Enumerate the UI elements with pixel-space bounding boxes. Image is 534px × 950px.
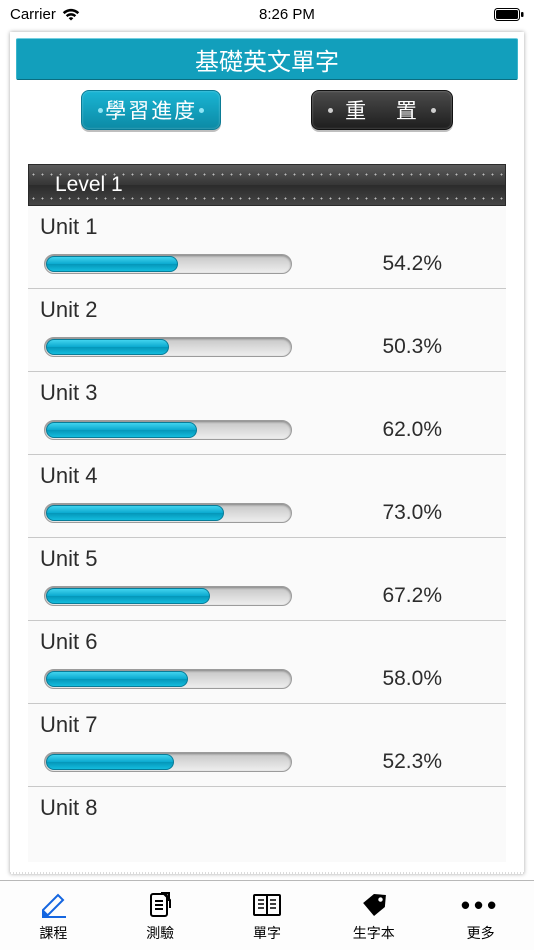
pencil-icon xyxy=(38,889,68,921)
unit-percent: 67.2% xyxy=(292,584,496,608)
unit-title: Unit 2 xyxy=(40,297,496,323)
tab-book[interactable]: 單字 xyxy=(214,881,321,950)
tag-icon xyxy=(359,889,389,921)
progress-bar xyxy=(44,586,292,606)
unit-row[interactable]: Unit 7 52.3% xyxy=(28,704,506,787)
wifi-icon xyxy=(62,8,80,21)
unit-title: Unit 3 xyxy=(40,380,496,406)
battery-icon xyxy=(494,8,524,21)
unit-percent: 58.0% xyxy=(292,667,496,691)
unit-list[interactable]: Level 1 Unit 1 54.2% Unit 2 50.3% Unit 3 62.0… xyxy=(28,164,506,862)
clock-label: 8:26 PM xyxy=(259,6,315,23)
unit-title: Unit 7 xyxy=(40,712,496,738)
status-bar: Carrier 8:26 PM xyxy=(0,0,534,28)
unit-title: Unit 1 xyxy=(40,214,496,240)
progress-bar xyxy=(44,752,292,772)
tab-label: 生字本 xyxy=(353,923,395,943)
dot-icon xyxy=(199,108,204,113)
unit-percent: 73.0% xyxy=(292,501,496,525)
tab-more[interactable]: •••更多 xyxy=(427,881,534,950)
app-frame: 基礎英文單字 學習進度 重 置 Level 1 Unit 154.2%Unit … xyxy=(10,32,524,874)
unit-percent: 54.2% xyxy=(292,252,496,276)
unit-percent: 52.3% xyxy=(292,750,496,774)
tab-test[interactable]: 測驗 xyxy=(107,881,214,950)
unit-row[interactable]: Unit 8 xyxy=(28,787,506,862)
tab-label: 更多 xyxy=(467,923,495,943)
reset-button[interactable]: 重 置 xyxy=(311,90,453,130)
dot-icon xyxy=(328,108,333,113)
unit-title: Unit 5 xyxy=(40,546,496,572)
unit-row[interactable]: Unit 3 62.0% xyxy=(28,372,506,455)
more-icon: ••• xyxy=(461,889,500,921)
unit-title: Unit 8 xyxy=(40,795,496,821)
unit-row[interactable]: Unit 4 73.0% xyxy=(28,455,506,538)
book-icon xyxy=(251,889,283,921)
progress-bar xyxy=(44,503,292,523)
page-title: 基礎英文單字 xyxy=(16,38,518,80)
unit-title: Unit 6 xyxy=(40,629,496,655)
tab-label: 測驗 xyxy=(146,923,174,943)
tab-bar: 課程 測驗 單字 生字本 •••更多 xyxy=(0,880,534,950)
unit-row[interactable]: Unit 2 50.3% xyxy=(28,289,506,372)
tab-tag[interactable]: 生字本 xyxy=(320,881,427,950)
unit-row[interactable]: Unit 5 67.2% xyxy=(28,538,506,621)
carrier-label: Carrier xyxy=(10,6,56,23)
tab-label: 課程 xyxy=(39,923,67,943)
unit-row[interactable]: Unit 1 54.2% xyxy=(28,206,506,289)
dot-icon xyxy=(431,108,436,113)
unit-title: Unit 4 xyxy=(40,463,496,489)
button-row: 學習進度 重 置 xyxy=(10,90,524,130)
progress-bar xyxy=(44,669,292,689)
progress-bar xyxy=(44,254,292,274)
tab-pencil[interactable]: 課程 xyxy=(0,881,107,950)
progress-bar xyxy=(44,337,292,357)
dot-icon xyxy=(98,108,103,113)
shadow-divider xyxy=(10,872,524,874)
unit-percent: 50.3% xyxy=(292,335,496,359)
tab-label: 單字 xyxy=(253,923,281,943)
level-header: Level 1 xyxy=(28,164,506,206)
unit-percent: 62.0% xyxy=(292,418,496,442)
progress-button[interactable]: 學習進度 xyxy=(81,90,221,130)
unit-row[interactable]: Unit 6 58.0% xyxy=(28,621,506,704)
progress-bar xyxy=(44,420,292,440)
test-icon xyxy=(145,889,175,921)
